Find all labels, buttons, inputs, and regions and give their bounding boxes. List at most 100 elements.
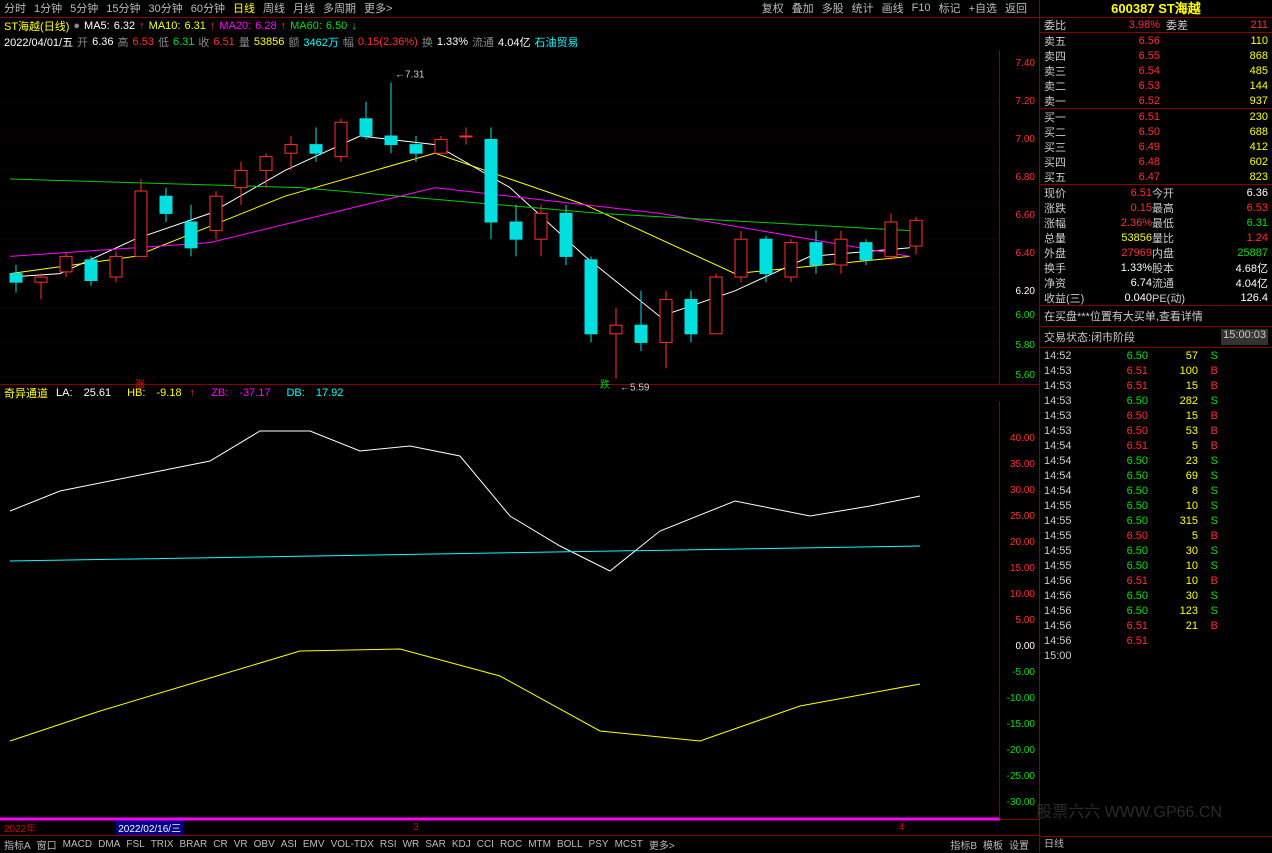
indicator-tab[interactable]: CR xyxy=(213,839,227,850)
ask-row[interactable]: 卖三6.54485 xyxy=(1040,63,1272,78)
ma60-value: 6.50 xyxy=(326,20,347,32)
axis-tick: 40.00 xyxy=(1010,433,1035,444)
tick-row: 14:546.515B xyxy=(1040,438,1272,453)
btn-overlay[interactable]: 叠加 xyxy=(792,0,814,16)
axis-tick: 30.00 xyxy=(1010,485,1035,496)
bid-row[interactable]: 买一6.51230 xyxy=(1040,109,1272,124)
chart-title: ST海越(日线) xyxy=(4,18,69,34)
indicator-tab[interactable]: VOL-TDX xyxy=(331,839,374,850)
indicator-tab[interactable]: CCI xyxy=(477,839,494,850)
indicator-tab[interactable]: ROC xyxy=(500,839,522,850)
axis-tick: 6.40 xyxy=(1016,248,1035,259)
indicator-tab[interactable]: 模板 xyxy=(983,837,1003,852)
tick-row: 14:556.505B xyxy=(1040,528,1272,543)
tick-row: 14:546.508S xyxy=(1040,483,1272,498)
indicator-tab[interactable]: KDJ xyxy=(452,839,471,850)
btn-draw[interactable]: 画线 xyxy=(882,0,904,16)
stock-title[interactable]: 600387 ST海越 xyxy=(1040,0,1272,18)
stock-name: ST海越 xyxy=(1158,1,1201,16)
btn-back[interactable]: 返回 xyxy=(1005,0,1027,16)
indicator-tab[interactable]: BRAR xyxy=(179,839,207,850)
tab-multi[interactable]: 多周期 xyxy=(323,0,356,16)
diff-label: 委差 xyxy=(1166,17,1202,33)
bid-row[interactable]: 买三6.49412 xyxy=(1040,139,1272,154)
indicator-tab[interactable]: SAR xyxy=(425,839,446,850)
indicator-tab[interactable]: 指标B xyxy=(950,837,977,852)
btn-fuquan[interactable]: 复权 xyxy=(762,0,784,16)
indicator-tab[interactable]: EMV xyxy=(303,839,325,850)
ma10-value: 6.31 xyxy=(184,20,205,32)
ratio-value: 3.98% xyxy=(1080,19,1160,31)
float-value: 4.04亿 xyxy=(498,34,530,50)
indicator-tab[interactable]: VR xyxy=(234,839,248,850)
tick-row: 14:536.5015B xyxy=(1040,408,1272,423)
tick-row: 14:566.51 xyxy=(1040,633,1272,648)
indicator-tab[interactable]: WR xyxy=(403,839,420,850)
tab-30m[interactable]: 30分钟 xyxy=(149,0,183,16)
ma60-label: MA60: xyxy=(290,20,322,32)
btn-multi-stock[interactable]: 多股 xyxy=(822,0,844,16)
indicator-tab[interactable]: OBV xyxy=(254,839,275,850)
indicator-tab[interactable]: ASI xyxy=(281,839,297,850)
axis-tick: 25.00 xyxy=(1010,511,1035,522)
axis-tick: 0.00 xyxy=(1016,641,1035,652)
axis-tick: 5.00 xyxy=(1016,615,1035,626)
indicator-tab[interactable]: MTM xyxy=(528,839,551,850)
tab-weekly[interactable]: 周线 xyxy=(263,0,285,16)
main-chart-area: 分时 1分钟 5分钟 15分钟 30分钟 60分钟 日线 周线 月线 多周期 更… xyxy=(0,0,1040,852)
btn-f10[interactable]: F10 xyxy=(912,2,931,14)
indicator-tab[interactable]: FSL xyxy=(126,839,144,850)
axis-tick: 15.00 xyxy=(1010,563,1035,574)
ask-row[interactable]: 卖二6.53144 xyxy=(1040,78,1272,93)
tab-tick[interactable]: 分时 xyxy=(4,0,26,16)
turn-value: 1.33% xyxy=(437,36,468,48)
ma10-label: MA10: xyxy=(149,20,181,32)
axis-tick: 5.80 xyxy=(1016,340,1035,351)
bid-row[interactable]: 买五6.47823 xyxy=(1040,169,1272,184)
tab-1m[interactable]: 1分钟 xyxy=(34,0,62,16)
axis-tick: 7.00 xyxy=(1016,134,1035,145)
tab-5m[interactable]: 5分钟 xyxy=(70,0,98,16)
tab-monthly[interactable]: 月线 xyxy=(293,0,315,16)
amt-value: 3462万 xyxy=(303,34,338,50)
tab-60m[interactable]: 60分钟 xyxy=(191,0,225,16)
axis-tick: 5.60 xyxy=(1016,370,1035,381)
bid-row[interactable]: 买四6.48602 xyxy=(1040,154,1272,169)
low-value: 6.31 xyxy=(173,36,194,48)
notice-bar[interactable]: 在买盘***位置有大买单,查看详情 xyxy=(1040,306,1272,327)
tab-15m[interactable]: 15分钟 xyxy=(106,0,140,16)
tick-row: 14:526.5057S xyxy=(1040,348,1272,363)
chg-value: 0.15(2.36%) xyxy=(358,36,418,48)
indicator-tab[interactable]: 窗口 xyxy=(37,837,57,852)
tab-daily[interactable]: 日线 xyxy=(233,0,255,16)
indicator-tab[interactable]: MACD xyxy=(63,839,92,850)
indicator-tab[interactable]: RSI xyxy=(380,839,397,850)
btn-add-watch[interactable]: +自选 xyxy=(969,0,997,16)
indicator-tab[interactable]: DMA xyxy=(98,839,120,850)
indicator-tab[interactable]: 设置 xyxy=(1009,837,1029,852)
indicator-tab[interactable]: 更多> xyxy=(649,837,675,852)
ask-row[interactable]: 卖四6.55868 xyxy=(1040,48,1272,63)
tick-list[interactable]: 14:526.5057S14:536.51100B14:536.5115B14:… xyxy=(1040,348,1272,836)
btn-mark[interactable]: 标记 xyxy=(939,0,961,16)
stat-row: 外盘27969内盘25887 xyxy=(1040,245,1272,260)
indicator-tab[interactable]: BOLL xyxy=(557,839,583,850)
indicator-tab[interactable]: PSY xyxy=(589,839,609,850)
ask-row[interactable]: 卖一6.52937 xyxy=(1040,93,1272,108)
ma20-label: MA20: xyxy=(219,20,251,32)
bid-row[interactable]: 买二6.50688 xyxy=(1040,124,1272,139)
indicator-tab[interactable]: TRIX xyxy=(151,839,174,850)
indicator-svg xyxy=(0,401,1000,831)
tick-row: 14:536.50282S xyxy=(1040,393,1272,408)
axis-tick: -15.00 xyxy=(1007,719,1035,730)
tab-more[interactable]: 更多> xyxy=(364,0,392,16)
tick-row: 15:00 xyxy=(1040,648,1272,663)
indicator-chart[interactable]: 40.0035.0030.0025.0020.0015.0010.005.000… xyxy=(0,401,1039,820)
indicator-tab[interactable]: MCST xyxy=(615,839,643,850)
indicator-tabs: 指标A 窗口 MACD DMA FSL TRIX BRAR CR VR OBV ASI EMV VOL-… xyxy=(0,836,1039,852)
indicator-tab[interactable]: 指标A xyxy=(4,837,31,852)
ask-row[interactable]: 卖五6.56110 xyxy=(1040,33,1272,48)
candlestick-chart[interactable]: ←7.31←5.59涨跌 7.407.207.006.806.606.406.2… xyxy=(0,50,1039,385)
stat-row: 总量53856量比1.24 xyxy=(1040,230,1272,245)
btn-stats[interactable]: 统计 xyxy=(852,0,874,16)
